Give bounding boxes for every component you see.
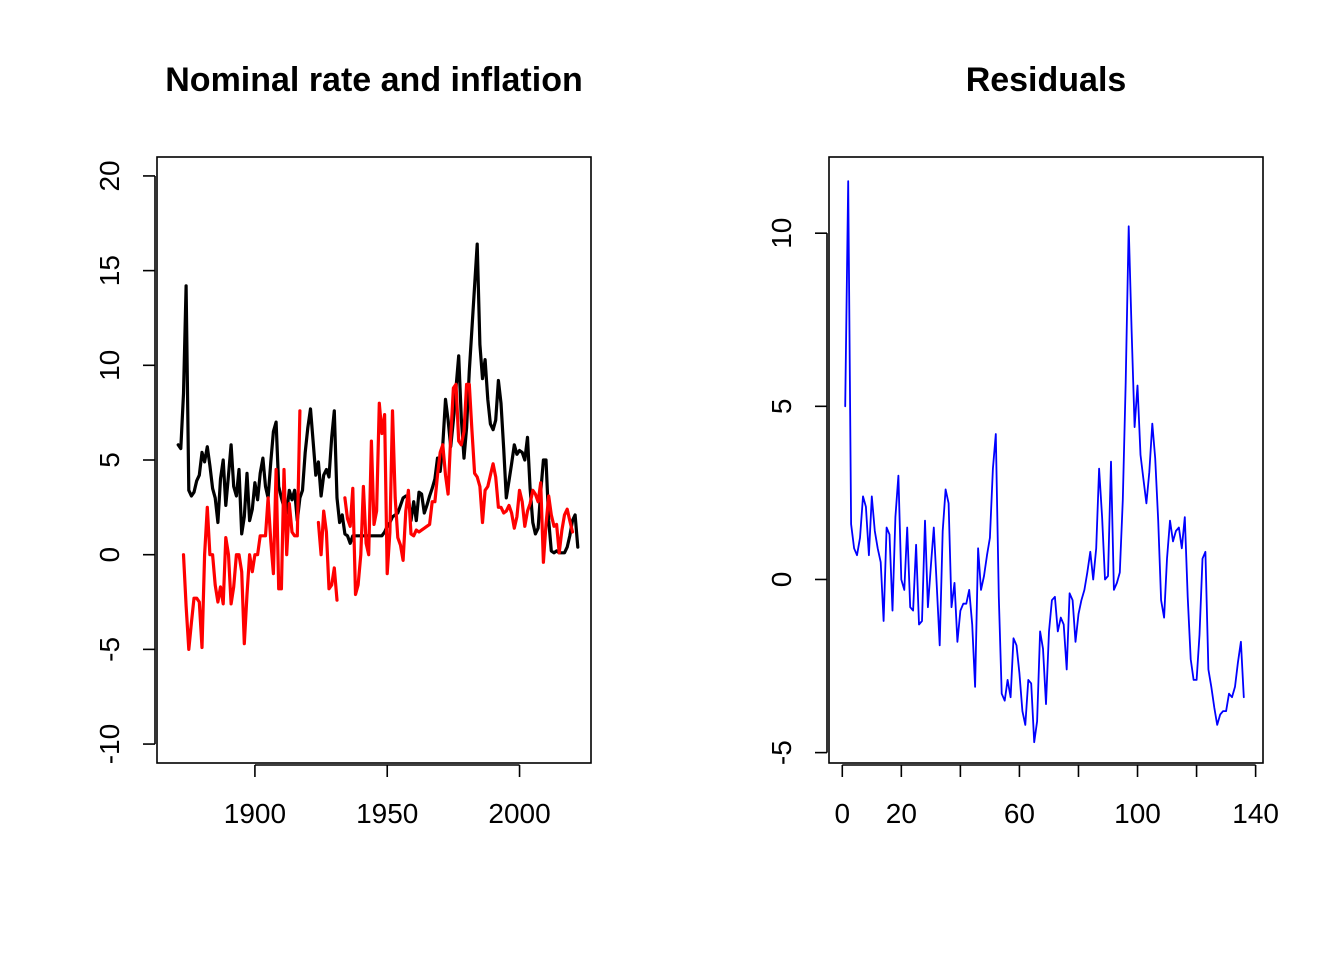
x-tick-label: 1950 [356, 798, 418, 829]
y-tick-label: 0 [94, 547, 125, 563]
residuals-chart: Residuals 0 20 60 100 140 -5 0 5 10 [766, 61, 1279, 829]
x-tick-label: 100 [1114, 798, 1161, 829]
y-tick-label: -5 [766, 740, 797, 765]
series-0-line-segment-0 [844, 180, 1245, 744]
y-tick-label: -5 [94, 637, 125, 662]
y-tick-label: 5 [766, 399, 797, 415]
plot-frame [828, 156, 1264, 764]
y-tick-label: 15 [94, 255, 125, 286]
y-tick-label: -10 [94, 724, 125, 764]
series-1-line-segment-0 [181, 409, 302, 652]
x-tick-label: 140 [1232, 798, 1279, 829]
series-layer [844, 180, 1245, 744]
chart-title: Nominal rate and inflation [165, 61, 582, 99]
x-tick-label: 20 [886, 798, 917, 829]
plot-frame [156, 156, 592, 764]
nominal-rate-chart: Nominal rate and inflation 1900 1950 2000 -… [94, 61, 592, 829]
y-tick-label: 10 [94, 350, 125, 381]
axis-layer: 1900 1950 2000 -10 -5 0 5 10 15 20 [94, 160, 551, 829]
series-1-line-segment-1 [316, 509, 339, 602]
chart-title: Residuals [966, 61, 1127, 99]
series-0-line-segment-0 [176, 242, 580, 555]
series-layer [176, 242, 580, 652]
axis-layer: 0 20 60 100 140 -5 0 5 10 [766, 218, 1279, 829]
y-tick-label: 5 [94, 452, 125, 468]
x-tick-label: 1900 [224, 798, 286, 829]
y-tick-label: 10 [766, 218, 797, 249]
x-tick-label: 60 [1004, 798, 1035, 829]
x-tick-label: 0 [834, 798, 850, 829]
y-tick-label: 0 [766, 572, 797, 588]
y-tick-label: 20 [94, 160, 125, 191]
series-1-line-segment-2 [343, 382, 575, 597]
x-tick-label: 2000 [488, 798, 550, 829]
